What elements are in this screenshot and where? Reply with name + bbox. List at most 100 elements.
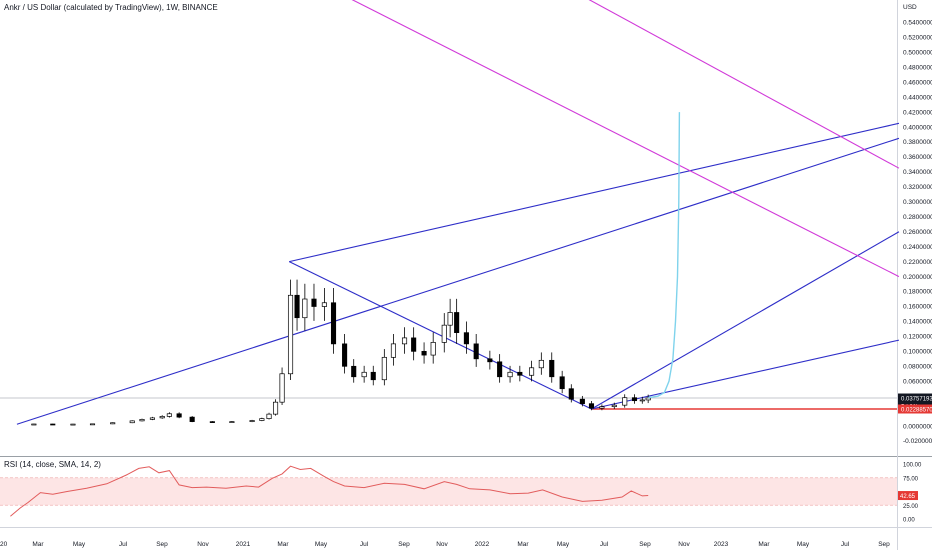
candle-body (321, 302, 327, 307)
candle-body (189, 416, 195, 422)
candle-body (259, 418, 265, 421)
time-tick: Sep (156, 541, 168, 548)
projection-series (648, 112, 681, 399)
candle-body (229, 421, 235, 423)
candle-body (209, 421, 215, 423)
price-tick: 0.16000000 (903, 304, 932, 311)
time-tick: Jul (119, 541, 128, 548)
time-tick: 2021 (236, 541, 251, 548)
time-tick: Sep (398, 541, 410, 548)
candle-body (599, 406, 605, 409)
candle-body (529, 367, 535, 376)
time-tick: May (73, 541, 86, 548)
candle-body (31, 423, 37, 426)
time-tick: Nov (436, 541, 448, 548)
price-tick: 0.54000000 (903, 20, 932, 27)
candle-body (517, 371, 523, 376)
candle-body (361, 371, 367, 378)
rsi-tick: 0.00 (903, 518, 915, 524)
price-tick: -0.02000000 (903, 438, 932, 445)
price-tick: 0.26000000 (903, 229, 932, 236)
price-tick: 0.20000000 (903, 274, 932, 281)
rsi-title: RSI (14, close, SMA, 14, 2) (4, 460, 101, 469)
time-tick: 2022 (475, 541, 490, 548)
price-tick: 0.38000000 (903, 139, 932, 146)
time-tick: Sep (878, 541, 890, 548)
price-tick: 0.12000000 (903, 334, 932, 341)
price-tick: 0.34000000 (903, 169, 932, 176)
time-tick: 2020 (0, 541, 8, 548)
candle-body (129, 420, 135, 424)
pitchfork-line-4 (591, 231, 900, 410)
candle-body (70, 423, 76, 426)
candle-body (559, 376, 565, 390)
rsi-line (10, 465, 649, 517)
candle-body (441, 324, 447, 343)
candle-body (497, 361, 503, 378)
price-tick: 0.28000000 (903, 214, 932, 221)
candle-body (421, 350, 427, 356)
time-tick: Mar (758, 541, 770, 548)
candle-body (159, 416, 165, 419)
candle-body (487, 358, 493, 363)
time-tick: Sep (639, 541, 651, 548)
price-tick: 0.50000000 (903, 50, 932, 57)
candle-body (622, 397, 628, 406)
candle-body (463, 332, 469, 345)
channel-line-0 (351, 0, 900, 278)
candle-body (266, 413, 272, 419)
candle-body (538, 359, 544, 369)
candle-body (631, 397, 638, 402)
currency-label: USD (903, 4, 917, 11)
candle-body (351, 365, 357, 378)
candle-body (330, 302, 337, 345)
rsi-band (0, 477, 897, 506)
time-tick: Jul (360, 541, 369, 548)
time-tick: 2023 (714, 541, 729, 548)
price-tick: 0.46000000 (903, 79, 932, 86)
candle-body (342, 343, 348, 367)
price-tick: 0.40000000 (903, 124, 932, 131)
price-tick: 0.24000000 (903, 244, 932, 251)
price-tick: 0.10000000 (903, 349, 932, 356)
price-tick: 0.22000000 (903, 259, 932, 266)
channel-line-1 (588, 0, 900, 169)
candle-body (645, 397, 651, 401)
candle-body (294, 294, 300, 319)
candle-body (639, 399, 645, 402)
candle-body (549, 359, 555, 378)
current-price-label: 0.03757193 (901, 397, 932, 403)
time-tick: Mar (517, 541, 529, 548)
price-tick: 0.44000000 (903, 94, 932, 101)
time-tick: May (797, 541, 810, 548)
candle-body (454, 312, 460, 334)
price-tick: 0.52000000 (903, 35, 932, 42)
rsi-tick: 75.00 (903, 476, 919, 482)
candle-body (311, 298, 317, 307)
candle-body (149, 417, 155, 420)
support-price-badge (898, 404, 932, 414)
rsi-tick: 100.00 (903, 463, 922, 469)
time-tick: Mar (32, 541, 44, 548)
price-tick: 0.14000000 (903, 319, 932, 326)
candle-body (370, 371, 376, 381)
time-tick: Mar (277, 541, 289, 548)
price-tick: 0.42000000 (903, 109, 932, 116)
price-tick: 0.08000000 (903, 363, 932, 370)
candle-body (588, 403, 595, 409)
candle-body (381, 356, 387, 381)
candle-body (249, 420, 255, 422)
support-price-label: 0.02288570 (901, 407, 932, 413)
pitchfork-line-0 (16, 137, 900, 425)
candle-body (272, 401, 279, 415)
candle-body (139, 419, 145, 422)
candle-body (390, 343, 397, 358)
candle-body (176, 413, 182, 418)
price-tick: 0.06000000 (903, 378, 932, 385)
pitchfork-line-1 (289, 122, 900, 263)
candle-body (568, 388, 574, 400)
candle-body (579, 398, 585, 405)
time-tick: Nov (197, 541, 209, 548)
pitchfork-line-2 (288, 261, 592, 410)
